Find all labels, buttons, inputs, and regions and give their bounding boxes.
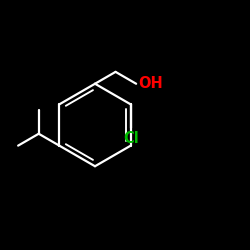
Text: OH: OH	[138, 76, 163, 91]
Text: Cl: Cl	[123, 131, 138, 146]
